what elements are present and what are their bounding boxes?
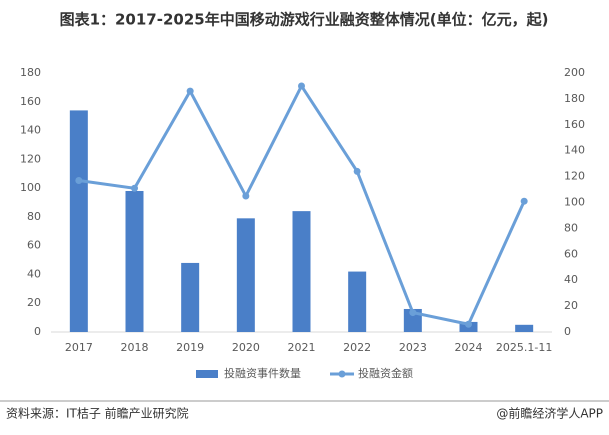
legend-swatch bbox=[338, 370, 346, 378]
point bbox=[75, 176, 83, 184]
x-tick-label: 2018 bbox=[121, 341, 149, 354]
point bbox=[520, 197, 528, 205]
y2-tick-label: 120 bbox=[564, 170, 585, 183]
source: 资料来源：IT桔子 前瞻产业研究院 bbox=[6, 406, 189, 421]
y2-tick-label: 60 bbox=[564, 247, 578, 260]
legend-label: 投融资事件数量 bbox=[224, 366, 301, 380]
x-tick-label: 2023 bbox=[399, 341, 427, 354]
x-tick-label: 2022 bbox=[343, 341, 371, 354]
point bbox=[298, 82, 305, 90]
point bbox=[186, 87, 194, 95]
y2-tick-label: 100 bbox=[564, 196, 585, 209]
legend-swatch bbox=[196, 370, 218, 378]
credit: @前瞻经济学人APP bbox=[496, 406, 603, 421]
x-tick-label: 2021 bbox=[288, 341, 316, 354]
bar bbox=[348, 271, 367, 332]
chart-title: 图表1：2017-2025年中国移动游戏行业融资整体情况(单位：亿元，起) bbox=[60, 11, 549, 29]
y2-tick-label: 0 bbox=[564, 325, 571, 338]
y2-tick-label: 140 bbox=[564, 144, 585, 157]
y-tick-label: 120 bbox=[20, 152, 41, 165]
point bbox=[409, 309, 417, 317]
y-tick-label: 0 bbox=[34, 325, 41, 338]
y-tick-label: 20 bbox=[27, 296, 41, 309]
bar bbox=[125, 190, 144, 332]
x-tick-label: 2024 bbox=[455, 341, 483, 354]
y-tick-label: 100 bbox=[20, 181, 41, 194]
y-tick-label: 60 bbox=[27, 239, 41, 252]
y2-tick-label: 20 bbox=[564, 299, 578, 312]
x-tick-label: 2017 bbox=[65, 341, 93, 354]
y-tick-label: 80 bbox=[27, 210, 41, 223]
y2-tick-label: 80 bbox=[564, 221, 578, 234]
y2-tick-label: 40 bbox=[564, 273, 578, 286]
bar bbox=[236, 218, 255, 332]
x-tick-label: 2025.1-11 bbox=[496, 341, 552, 354]
y2-tick-label: 200 bbox=[564, 66, 585, 79]
y2-tick-label: 160 bbox=[564, 118, 585, 131]
y2-tick-label: 180 bbox=[564, 92, 585, 105]
bar bbox=[181, 262, 200, 332]
x-tick-label: 2019 bbox=[176, 341, 204, 354]
y-tick-label: 140 bbox=[20, 124, 41, 137]
bar bbox=[515, 324, 534, 332]
bar bbox=[69, 110, 88, 333]
bar bbox=[292, 211, 311, 332]
y-tick-label: 180 bbox=[20, 66, 41, 79]
point bbox=[131, 184, 138, 192]
y-tick-label: 40 bbox=[27, 267, 41, 280]
y-tick-label: 160 bbox=[20, 95, 41, 108]
point bbox=[465, 320, 472, 328]
legend-label: 投融资金额 bbox=[358, 366, 413, 380]
point bbox=[353, 167, 361, 175]
point bbox=[242, 192, 250, 200]
x-tick-label: 2020 bbox=[232, 341, 260, 354]
